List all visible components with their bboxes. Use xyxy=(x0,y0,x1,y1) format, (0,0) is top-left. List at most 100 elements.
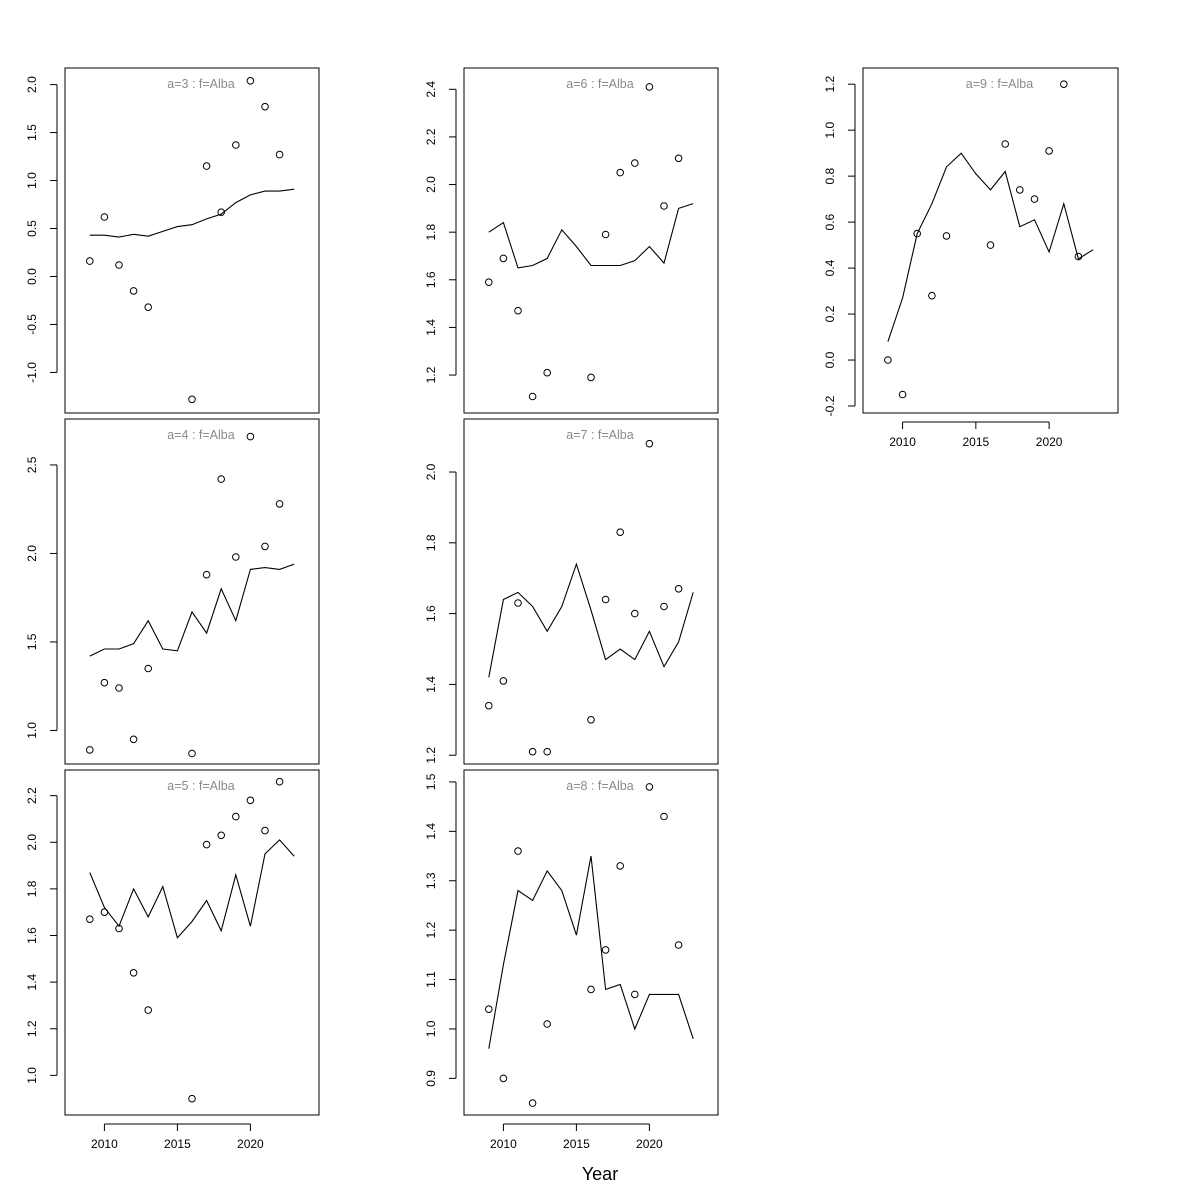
observed-point xyxy=(144,1006,152,1014)
y-tick-label: 2.2 xyxy=(25,787,39,804)
observed-point xyxy=(528,1099,537,1107)
y-tick-label: -0.2 xyxy=(823,395,837,416)
observed-point xyxy=(100,908,109,917)
y-tick-label: 2.0 xyxy=(25,545,39,562)
observed-point xyxy=(514,847,522,855)
y-tick-label: 2.2 xyxy=(424,128,438,145)
y-tick-label: 1.3 xyxy=(424,872,438,889)
y-tick-label: 0.0 xyxy=(25,268,39,285)
observed-point xyxy=(485,278,493,287)
panel-frame xyxy=(64,67,320,414)
observed-point xyxy=(645,439,654,448)
chart-panel: a=6 : f=Alba 1.2 1.4 1.6 1.8 2.0 2.2 2.4 xyxy=(424,67,719,414)
y-tick-label: 0.6 xyxy=(823,213,837,230)
fitted-line xyxy=(89,188,295,238)
x-tick-label: 2010 xyxy=(889,435,916,449)
fitted-line xyxy=(89,563,295,657)
y-tick-label: 1.2 xyxy=(25,1020,39,1037)
y-tick-label: 1.5 xyxy=(25,124,39,141)
x-tick-label: 2010 xyxy=(91,1137,118,1151)
y-tick-label: 1.4 xyxy=(424,823,438,840)
y-tick-label: 1.8 xyxy=(424,534,438,551)
observed-point xyxy=(217,475,225,483)
observed-point xyxy=(188,749,196,758)
observed-point xyxy=(86,746,94,754)
observed-point xyxy=(1001,140,1010,148)
y-tick-label: 1.4 xyxy=(424,319,438,336)
chart-panel: a=4 : f=Alba 1.0 1.5 2.0 2.5 xyxy=(25,418,320,765)
y-tick-label: 0.8 xyxy=(823,167,837,184)
observed-point xyxy=(913,229,922,238)
y-tick-label: 2.0 xyxy=(25,834,39,851)
observed-point xyxy=(485,1005,493,1014)
observed-point xyxy=(202,570,211,579)
x-tick-label: 2020 xyxy=(1036,435,1063,449)
observed-point xyxy=(144,303,152,312)
observed-point xyxy=(514,306,522,315)
y-tick-label: 1.0 xyxy=(424,1020,438,1037)
observed-point xyxy=(928,291,936,300)
y-tick-label: 1.6 xyxy=(25,927,39,944)
observed-point xyxy=(674,154,683,163)
observed-point xyxy=(246,77,255,85)
panel-title: a=4 : f=Alba xyxy=(167,428,234,442)
y-tick-label: 0.5 xyxy=(25,220,39,237)
observed-point xyxy=(246,796,255,805)
y-tick-label: 1.4 xyxy=(25,973,39,990)
observed-point xyxy=(275,150,284,159)
y-tick-label: 1.0 xyxy=(823,122,837,139)
observed-point xyxy=(86,915,94,924)
panel-title: a=8 : f=Alba xyxy=(566,779,633,793)
fitted-line xyxy=(488,203,694,269)
x-tick-label: 2010 xyxy=(490,1137,517,1151)
observed-point xyxy=(485,701,493,710)
observed-point xyxy=(587,373,595,382)
panel-title: a=7 : f=Alba xyxy=(566,428,633,442)
y-tick-label: 1.8 xyxy=(25,880,39,897)
observed-point xyxy=(499,254,508,263)
observed-point xyxy=(660,202,668,210)
observed-point xyxy=(898,390,907,399)
observed-point xyxy=(601,946,610,954)
observed-point xyxy=(275,777,284,786)
y-tick-label: -1.0 xyxy=(25,362,39,383)
y-tick-label: 1.0 xyxy=(25,1067,39,1084)
observed-point xyxy=(232,141,240,149)
observed-point xyxy=(261,102,269,111)
observed-point xyxy=(674,585,683,593)
y-tick-label: 1.4 xyxy=(424,676,438,693)
y-tick-label: 1.6 xyxy=(424,271,438,288)
observed-point xyxy=(499,1074,508,1083)
observed-point xyxy=(528,747,537,756)
chart-panel: a=3 : f=Alba -1.0 -0.5 0.0 0.5 1.0 1.5 2.0 xyxy=(25,67,320,414)
x-tick-label: 2020 xyxy=(237,1137,264,1151)
chart-panel: a=7 : f=Alba 1.2 1.4 1.6 1.8 2.0 xyxy=(424,418,719,765)
observed-point xyxy=(129,287,138,295)
y-tick-label: 1.2 xyxy=(823,76,837,93)
observed-point xyxy=(528,392,537,401)
y-tick-label: 1.0 xyxy=(25,722,39,739)
y-tick-label: 2.0 xyxy=(424,463,438,480)
observed-point xyxy=(514,599,522,607)
fitted-line xyxy=(488,562,694,678)
chart-panel: a=9 : f=Alba -0.2 0.0 0.2 0.4 0.6 0.8 1.0 1.2 201… xyxy=(823,67,1119,449)
x-tick-label: 2015 xyxy=(563,1137,590,1151)
observed-point xyxy=(202,840,211,849)
observed-point xyxy=(1074,252,1083,261)
panel-frame xyxy=(463,418,719,765)
y-tick-label: 2.0 xyxy=(424,176,438,193)
y-tick-label: 1.2 xyxy=(424,747,438,764)
panel-title: a=5 : f=Alba xyxy=(167,779,234,793)
observed-point xyxy=(144,664,152,673)
observed-point xyxy=(645,783,654,791)
observed-point xyxy=(660,602,668,611)
y-tick-label: 2.0 xyxy=(25,76,39,93)
y-tick-label: 1.2 xyxy=(424,366,438,383)
observed-point xyxy=(616,862,625,870)
observed-point xyxy=(631,159,639,167)
observed-point xyxy=(129,735,138,744)
panel-frame xyxy=(463,769,719,1116)
panel-title: a=6 : f=Alba xyxy=(566,77,633,91)
observed-point xyxy=(1045,147,1053,155)
x-tick-label: 2020 xyxy=(636,1137,663,1151)
